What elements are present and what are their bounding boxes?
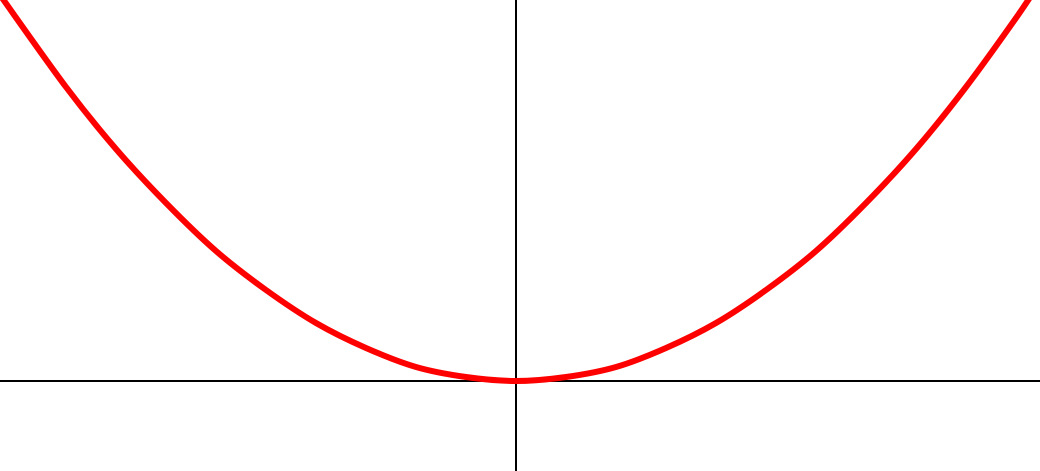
curve-point-17 <box>863 200 869 206</box>
curve-point-3 <box>163 200 169 206</box>
curve-point-13 <box>663 345 669 351</box>
curve-point-10 <box>513 378 519 384</box>
curve-point-15 <box>763 287 769 293</box>
curve-point-2 <box>113 146 119 152</box>
curve-series <box>0 0 1032 384</box>
curve-point-12 <box>613 364 619 370</box>
curve-point-16 <box>813 248 819 254</box>
curve-point-14 <box>713 320 719 326</box>
curve-point-9 <box>463 374 469 380</box>
curve-point-11 <box>563 374 569 380</box>
curve-point-5 <box>263 287 269 293</box>
curve-point-4 <box>213 248 219 254</box>
curve-point-20 <box>1013 15 1019 21</box>
curve-point-7 <box>363 345 369 351</box>
curve-point-1 <box>63 84 69 90</box>
curve-point-6 <box>313 320 319 326</box>
curve-point-19 <box>963 84 969 90</box>
curve-point-8 <box>413 364 419 370</box>
curve-point-18 <box>913 146 919 152</box>
